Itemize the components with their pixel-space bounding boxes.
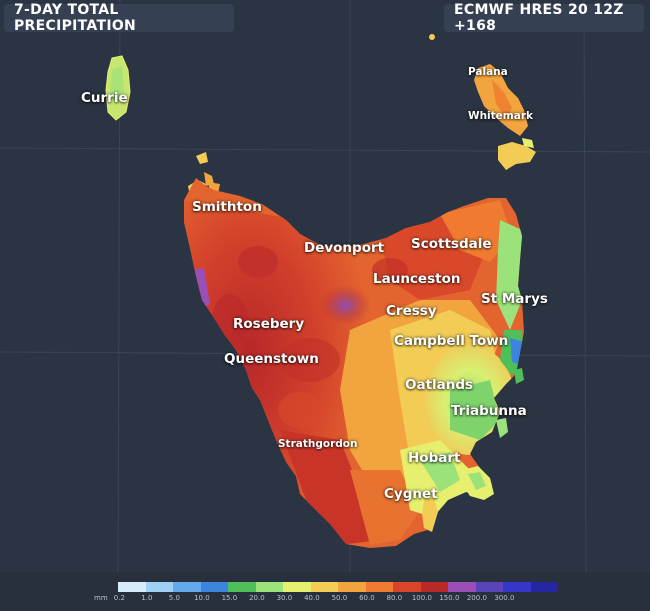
cape-barren-island <box>498 142 536 170</box>
legend-swatch <box>530 582 558 592</box>
legend-swatch <box>173 582 201 592</box>
legend-tick-label: 300.0 <box>494 594 515 602</box>
legend-swatch <box>118 582 146 592</box>
legend-tick-label: 80.0 <box>386 594 403 602</box>
legend-tick-label: 5.0 <box>168 594 180 602</box>
place-label-cressy: Cressy <box>386 303 437 319</box>
place-label-launceston: Launceston <box>373 271 461 287</box>
place-label-oatlands: Oatlands <box>405 377 474 393</box>
legend-swatch <box>228 582 256 592</box>
place-label-rosebery: Rosebery <box>233 316 305 332</box>
legend-swatch <box>365 582 393 592</box>
legend-swatch <box>475 582 503 592</box>
legend-swatch <box>255 582 283 592</box>
place-label-whitemark: Whitemark <box>468 110 533 122</box>
place-label-scottsdale: Scottsdale <box>411 236 492 252</box>
bruny-island <box>422 498 438 532</box>
place-label-strathgordon: Strathgordon <box>278 438 358 450</box>
legend-tick-label: 1.0 <box>141 594 153 602</box>
place-label-palana: Palana <box>468 66 508 78</box>
place-label-cygnet: Cygnet <box>384 486 438 502</box>
legend-tick-label: 30.0 <box>276 594 293 602</box>
maria-island <box>496 418 508 438</box>
legend-swatch <box>448 582 476 592</box>
legend-tick-label: 60.0 <box>359 594 375 602</box>
map-title: 7-DAY TOTAL PRECIPITATION <box>4 2 234 34</box>
place-label-smithton: Smithton <box>192 199 262 215</box>
legend-swatch <box>200 582 228 592</box>
legend-swatch <box>393 582 421 592</box>
legend-unit: mm <box>94 594 108 602</box>
legend-tick-label: 10.0 <box>194 594 210 602</box>
legend-tick-label: 50.0 <box>331 594 348 602</box>
place-label-devonport: Devonport <box>304 240 385 256</box>
legend-tick-label: 20.0 <box>249 594 265 602</box>
legend-tick-label: 150.0 <box>439 594 460 602</box>
place-label-triabunna: Triabunna <box>451 403 527 419</box>
place-label-queenstown: Queenstown <box>224 351 319 367</box>
legend-color-bar <box>118 582 558 592</box>
legend-swatch <box>503 582 531 592</box>
place-label-hobart: Hobart <box>408 450 461 466</box>
legend-tick-label: 100.0 <box>411 594 432 602</box>
legend-swatch <box>145 582 173 592</box>
legend-swatch <box>310 582 338 592</box>
place-label-campbell-town: Campbell Town <box>394 333 509 349</box>
place-label-st-marys: St Marys <box>481 291 548 307</box>
legend-swatch <box>420 582 448 592</box>
legend-tick-label: 0.2 <box>113 594 125 602</box>
model-run-label: ECMWF HRES 20 12Z +168 <box>444 2 644 34</box>
legend-tick-label: 40.0 <box>304 594 320 602</box>
legend-tick-labels: 0.2 1.0 5.0 10.0 15.0 20.0 30.0 40.0 50.0 60.0 80.… <box>0 594 650 606</box>
legend-tick-label: 200.0 <box>466 594 487 602</box>
legend-swatch <box>338 582 366 592</box>
legend-tick-label: 15.0 <box>221 594 238 602</box>
legend-swatch <box>283 582 311 592</box>
place-label-currie: Currie <box>81 90 128 106</box>
